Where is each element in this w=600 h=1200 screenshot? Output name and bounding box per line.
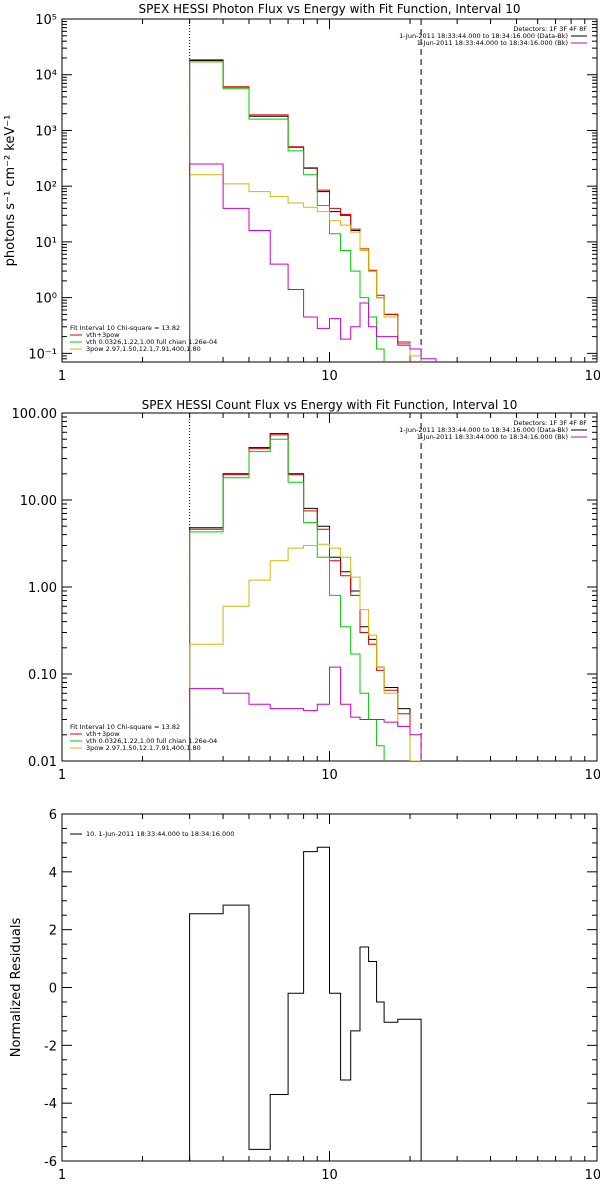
x-ticks: 1 10 100 [58, 19, 600, 384]
series-line-3pow [189, 543, 422, 761]
legend-label: vth 0.0326,1.22,1.00 full chian 1.26e-04 [86, 737, 217, 745]
x-tick-label: 100 [585, 369, 600, 384]
x-tick-label: 10 [321, 768, 338, 783]
legend-header: Fit Interval 10 Chi-square = 13.82 [70, 723, 180, 731]
x-tick-label: 1 [58, 1168, 66, 1183]
chart-3: 1 10 100 -6 -4 -2 0 2 4 6 Normalized Residuals 10. … [9, 808, 600, 1183]
legend-header: Detectors: 1F 3F 4F 8F [513, 419, 587, 427]
series-line-vth [189, 438, 385, 761]
legend-label: 1-Jun-2011 18:33:44.000 to 18:34:16.000 … [417, 433, 568, 441]
chart-title: SPEX HESSI Count Flux vs Energy with Fit… [142, 398, 518, 412]
y-tick-label: 10.00 [20, 494, 57, 509]
series-group [189, 846, 422, 1161]
legend-label: 3pow 2.97,1.50,12.1,7.91,400,1.80 [86, 345, 201, 353]
series-line-vth-3pow [189, 434, 411, 761]
y-tick-label: 10⁵ [35, 13, 57, 28]
y-tick-label: 10⁻¹ [28, 347, 57, 362]
legend-label: vth+3pow [86, 730, 120, 738]
series-line-bk [189, 666, 422, 761]
y-tick-label: 10³ [35, 124, 57, 139]
series-group [189, 59, 437, 362]
x-ticks: 1 10 100 [58, 413, 600, 783]
y-tick-label: 10⁴ [35, 69, 57, 84]
legend-legend_topright: Detectors: 1F 3F 4F 8F1-Jun-2011 18:33:4… [399, 419, 587, 441]
series-line-bk [189, 163, 437, 362]
y-ticks: 10⁻¹ 10⁰ 10¹ 10² 10³ 10⁴ 10⁵ [28, 13, 597, 363]
y-tick-label: 1.00 [28, 581, 57, 596]
y-tick-label: 0.01 [28, 755, 57, 770]
y-tick-label: 2 [49, 924, 57, 939]
x-tick-label: 10 [321, 1168, 338, 1183]
x-tick-label: 10 [321, 369, 338, 384]
legend-label: 1-Jun-2011 18:33:44.000 to 18:34:16.000 … [417, 39, 568, 47]
legend-legend_topleft: 10. 1-Jun-2011 18:33:44.000 to 18:34:16.… [70, 830, 234, 838]
chart-2: SPEX HESSI Count Flux vs Energy with Fit… [12, 398, 600, 783]
x-tick-label: 1 [58, 768, 66, 783]
legend-legend_topright: Detectors: 1F 3F 4F 8F1-Jun-2011 18:33:4… [399, 25, 587, 47]
chart-title: SPEX HESSI Photon Flux vs Energy with Fi… [139, 2, 521, 16]
y-tick-label: -4 [44, 1097, 57, 1112]
y-axis-label: Normalized Residuals [9, 918, 24, 1058]
legend-label: 1-Jun-2011 18:33:44.000 to 18:34:16.000 … [399, 32, 568, 40]
legend-label: vth 0.0326,1.22,1.00 full chian 1.26e-04 [86, 338, 217, 346]
y-axis-label: photons s⁻¹ cm⁻² keV⁻¹ [3, 115, 18, 267]
y-tick-label: 6 [49, 808, 57, 823]
chart-1: SPEX HESSI Photon Flux vs Energy with Fi… [3, 2, 600, 384]
x-ticks: 1 10 100 [58, 814, 600, 1183]
series-line-vth [189, 61, 385, 362]
series-line-3pow [189, 174, 422, 362]
legend-legend_bottomleft: Fit Interval 10 Chi-square = 13.82vth+3p… [70, 723, 217, 752]
y-ticks: 0.01 0.10 1.00 10.00 100.00 [12, 407, 597, 770]
legend-label: vth+3pow [86, 331, 120, 339]
legend-label: 3pow 2.97,1.50,12.1,7.91,400,1.80 [86, 744, 201, 752]
legend-header: Detectors: 1F 3F 4F 8F [513, 25, 587, 33]
legend-label: 1-Jun-2011 18:33:44.000 to 18:34:16.000 … [399, 426, 568, 434]
y-tick-label: 4 [49, 866, 57, 881]
series-group [189, 433, 422, 761]
y-tick-label: 10¹ [35, 236, 57, 251]
y-tick-label: 0.10 [28, 668, 57, 683]
y-ticks: -6 -4 -2 0 2 4 6 [44, 808, 597, 1170]
y-tick-label: -6 [44, 1155, 57, 1170]
y-tick-label: -2 [44, 1039, 57, 1054]
x-tick-label: 1 [58, 369, 66, 384]
y-tick-label: 10² [35, 180, 57, 195]
legend-label: 10. 1-Jun-2011 18:33:44.000 to 18:34:16.… [86, 830, 234, 838]
legend-header: Fit Interval 10 Chi-square = 13.82 [70, 324, 180, 332]
legend-legend_bottomleft: Fit Interval 10 Chi-square = 13.82vth+3p… [70, 324, 217, 353]
x-tick-label: 100 [585, 1168, 600, 1183]
y-tick-label: 10⁰ [35, 292, 57, 307]
y-tick-label: 100.00 [12, 407, 58, 422]
series-line-residuals [189, 846, 422, 1161]
x-tick-label: 100 [585, 768, 600, 783]
y-tick-label: 0 [49, 982, 57, 997]
